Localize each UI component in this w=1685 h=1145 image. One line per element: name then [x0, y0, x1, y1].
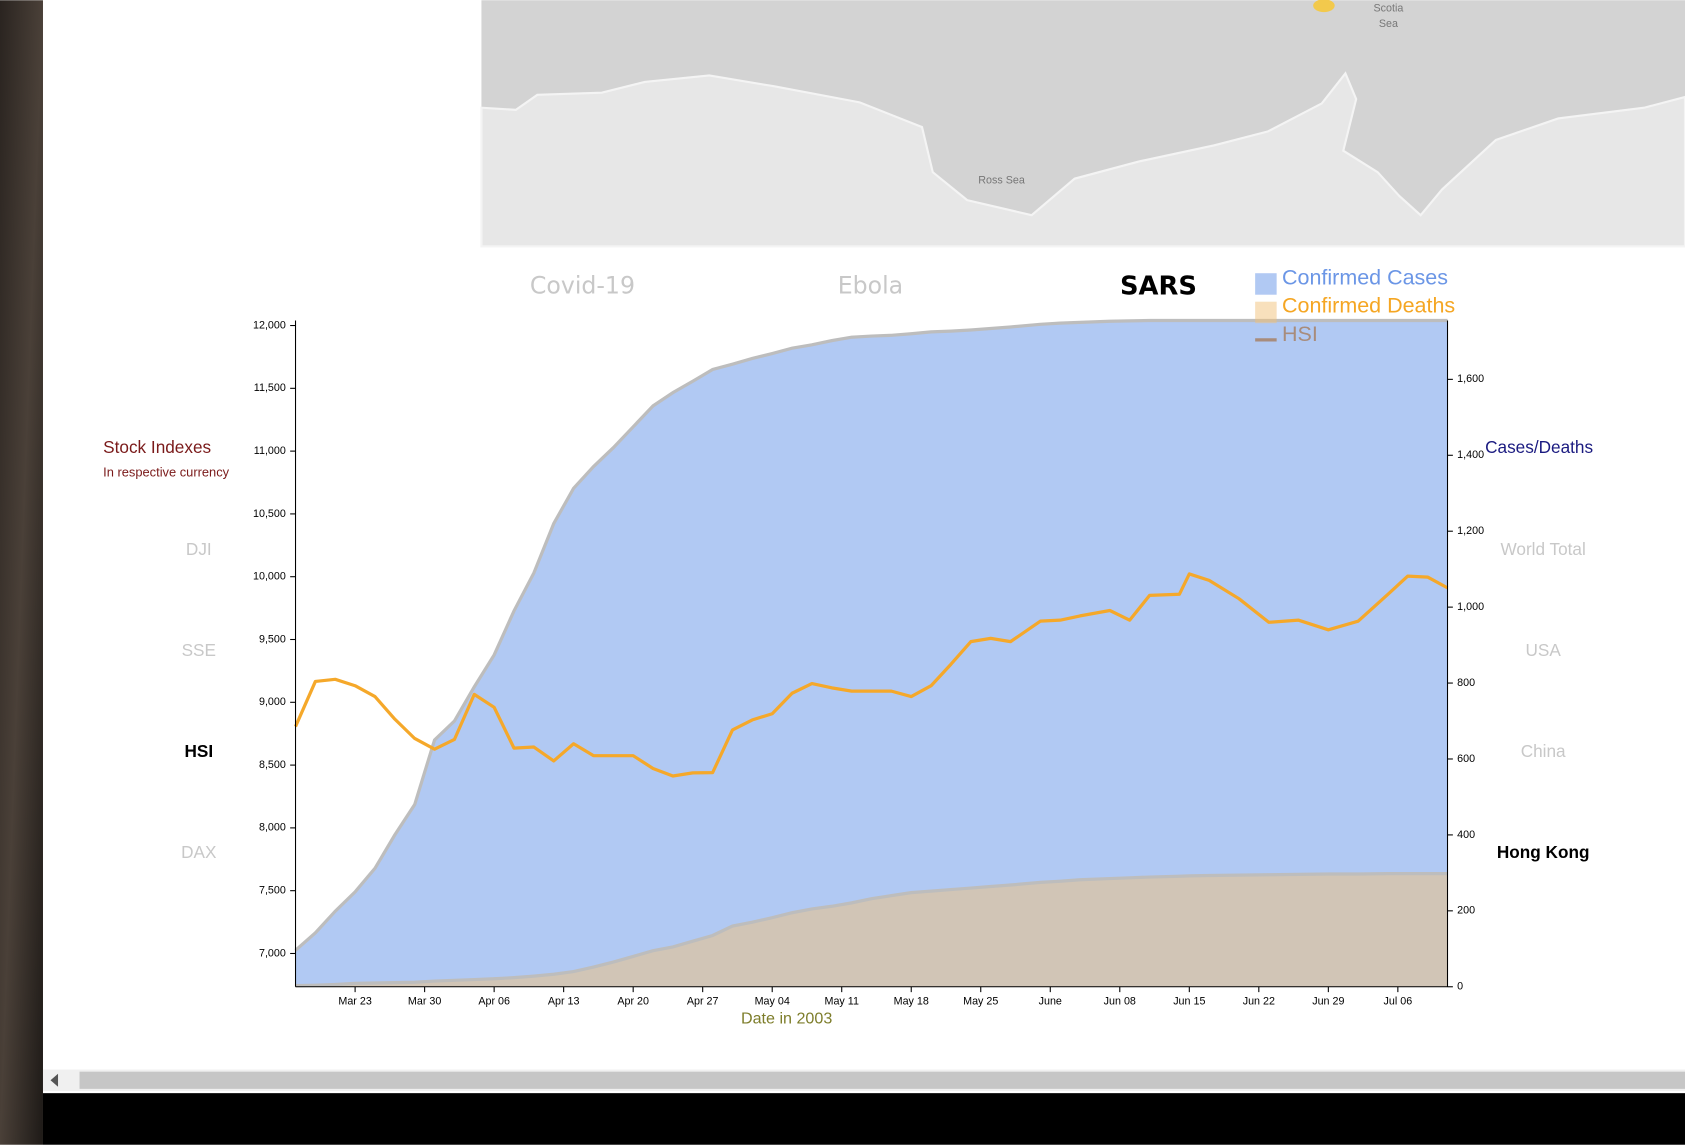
y2-tick-label: 1,400 [1457, 449, 1484, 461]
y-tick-label: 12,000 [253, 319, 286, 331]
index-option[interactable]: DJI [186, 539, 212, 559]
y2-tick-label: 200 [1457, 905, 1475, 917]
x-tick-label: Apr 13 [548, 996, 580, 1008]
index-option[interactable]: DAX [181, 842, 217, 862]
legend-label[interactable]: Confirmed Cases [1282, 265, 1448, 289]
map-marker [1313, 0, 1335, 13]
area-outline [295, 872, 1448, 988]
y-tick-label: 10,500 [253, 508, 286, 520]
area [295, 320, 1448, 987]
map-label: Ross Sea [978, 175, 1025, 187]
line [294, 572, 1449, 778]
legend-swatch [1255, 273, 1277, 295]
y-tick-label: 7,000 [259, 947, 286, 959]
y-tick-label: 11,500 [254, 382, 286, 394]
y-tick-label: 9,000 [259, 696, 286, 708]
y-tick-label: 7,500 [259, 885, 286, 897]
region-option[interactable]: Hong Kong [1497, 842, 1590, 862]
x-tick-label: Mar 30 [408, 996, 441, 1008]
y-tick-label: 10,000 [253, 571, 286, 583]
x-tick-label: Apr 27 [687, 996, 719, 1008]
area [295, 873, 1448, 987]
map-land [480, 71, 1685, 248]
x-tick-label: May 04 [755, 996, 790, 1008]
legend-label[interactable]: HSI [1282, 322, 1318, 346]
x-tick-label: Jun 22 [1243, 996, 1275, 1008]
tab[interactable]: SARS [1120, 272, 1197, 302]
y2-tick-label: 1,000 [1457, 601, 1484, 613]
y2-tick-label: 1,600 [1457, 373, 1484, 385]
x-tick-label: Apr 06 [478, 996, 510, 1008]
x-tick-label: June [1039, 996, 1062, 1008]
y-tick-label: 11,000 [254, 445, 286, 457]
index-option[interactable]: HSI [184, 741, 213, 761]
scrollbar-thumb[interactable] [79, 1071, 1685, 1089]
x-tick-label: Jul 06 [1384, 996, 1413, 1008]
x-tick-label: Jun 08 [1104, 996, 1136, 1008]
region-option[interactable]: China [1521, 741, 1566, 761]
y2-tick-label: 0 [1457, 981, 1463, 993]
region-option[interactable]: USA [1525, 640, 1561, 660]
x-tick-label: May 25 [963, 996, 998, 1008]
map-label: Scotia [1373, 3, 1403, 15]
y2-tick-label: 1,200 [1457, 525, 1484, 537]
x-tick-label: Jun 29 [1312, 996, 1344, 1008]
index-option[interactable]: SSE [182, 640, 216, 660]
scrollbar [42, 1069, 1685, 1092]
map: Scotia Sea Ross Sea [480, 0, 1685, 248]
y2-tick-label: 400 [1457, 829, 1475, 841]
scroll-left-arrow[interactable] [50, 1073, 59, 1087]
y2-axis-title: Cases/Deaths [1485, 437, 1593, 457]
map-label: Sea [1379, 18, 1398, 30]
tab[interactable]: Covid-19 [530, 272, 635, 300]
x-axis-title: Date in 2003 [741, 1009, 832, 1027]
y-axis-subtitle: In respective currency [103, 465, 230, 480]
x-tick-label: Apr 20 [617, 996, 649, 1008]
region-option[interactable]: World Total [1500, 539, 1585, 559]
area-outline [294, 318, 1448, 952]
chart: Stock Indexes In respective currency Cas… [103, 265, 1593, 1027]
x-tick-label: May 11 [825, 996, 859, 1008]
desktop-background [0, 0, 43, 1145]
x-tick-label: May 18 [894, 996, 929, 1008]
y-tick-label: 8,000 [259, 822, 286, 834]
y-tick-label: 9,500 [259, 633, 286, 645]
tab[interactable]: Ebola [838, 272, 903, 300]
y-axis-title: Stock Indexes [103, 437, 211, 457]
tabs: Covid-19 Ebola SARS [530, 272, 1197, 302]
x-tick-label: Mar 23 [338, 996, 371, 1008]
legend-label[interactable]: Confirmed Deaths [1282, 294, 1455, 318]
y2-tick-label: 800 [1457, 677, 1475, 689]
y2-tick-label: 600 [1457, 753, 1475, 765]
taskbar [42, 1093, 1685, 1145]
legend-swatch [1255, 301, 1277, 324]
y-tick-label: 8,500 [259, 759, 286, 771]
x-tick-label: Jun 15 [1173, 996, 1205, 1008]
